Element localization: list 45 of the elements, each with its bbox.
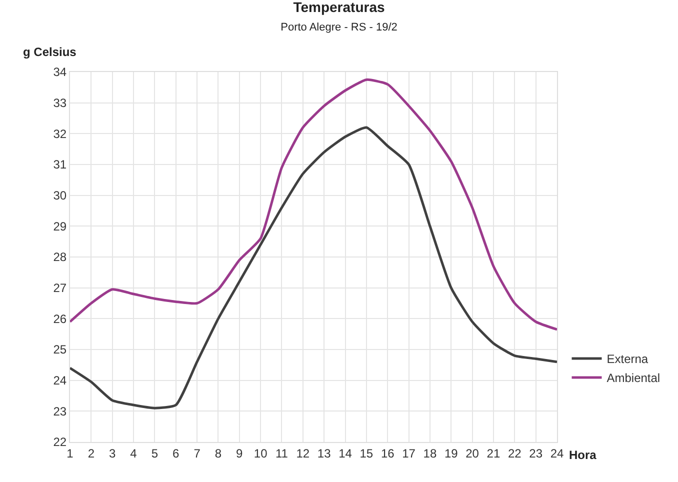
- x-tick-label: 17: [402, 446, 416, 460]
- line-series: [70, 78, 557, 331]
- y-tick-label: 22: [53, 435, 67, 450]
- x-tick-label: 24: [550, 446, 564, 460]
- legend-label: Ambiental: [606, 371, 660, 386]
- chart-subtitle: Porto Alegre - RS - 19/2: [280, 21, 398, 34]
- legend-label: Externa: [606, 352, 648, 366]
- x-tick-label: 6: [172, 446, 180, 460]
- x-tick-label: 21: [486, 446, 500, 460]
- x-tick-label: 22: [508, 446, 522, 460]
- x-tick-label: 3: [109, 446, 116, 460]
- y-tick-label: 23: [53, 404, 67, 418]
- x-axis-title: Hora: [569, 448, 597, 462]
- x-tick-label: 14: [338, 446, 352, 460]
- x-tick-label: 18: [423, 446, 437, 460]
- y-tick-label: 30: [53, 188, 67, 203]
- y-tick-label: 32: [53, 126, 67, 141]
- line-series: [70, 126, 557, 410]
- y-tick-label: 34: [53, 65, 67, 80]
- x-tick-label: 5: [151, 446, 158, 460]
- y-tick-label: 24: [53, 374, 67, 388]
- chart-title: Temperaturas: [293, 0, 385, 16]
- x-tick-label: 20: [466, 446, 480, 460]
- x-tick-label: 12: [296, 446, 310, 460]
- x-tick-label: 8: [214, 446, 222, 460]
- y-tick-label: 29: [53, 219, 67, 234]
- x-tick-label: 9: [236, 446, 244, 460]
- y-axis-title: g Celsius: [23, 45, 77, 59]
- y-tick-label: 25: [53, 342, 67, 357]
- x-tick-label: 2: [88, 446, 95, 460]
- x-tick-label: 16: [380, 446, 395, 460]
- y-tick-label: 26: [53, 312, 67, 326]
- x-tick-label: 13: [317, 446, 332, 460]
- x-tick-label: 4: [130, 446, 138, 460]
- y-tick-label: 28: [53, 250, 67, 264]
- x-tick-label: 19: [444, 446, 458, 460]
- x-tick-label: 7: [194, 446, 201, 460]
- x-tick-label: 23: [529, 446, 543, 460]
- x-tick-label: 15: [360, 446, 374, 460]
- y-tick-label: 27: [53, 281, 67, 296]
- x-tick-label: 1: [66, 446, 74, 460]
- x-tick-label: 11: [276, 446, 288, 460]
- y-tick-label: 31: [53, 158, 67, 172]
- x-tick-label: 10: [254, 446, 268, 460]
- y-tick-label: 33: [53, 96, 67, 110]
